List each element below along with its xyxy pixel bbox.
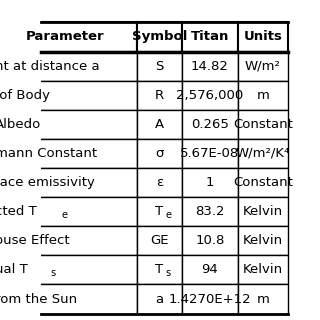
Bar	[182, 168, 238, 197]
Text: m: m	[256, 89, 269, 102]
Bar	[137, 81, 182, 110]
Text: Parameter: Parameter	[25, 30, 104, 44]
Bar	[137, 139, 182, 168]
Text: 94: 94	[201, 263, 218, 276]
Text: T: T	[156, 263, 164, 276]
Text: R: R	[155, 89, 164, 102]
Text: 0.265: 0.265	[191, 118, 229, 131]
Text: Kelvin: Kelvin	[243, 263, 283, 276]
Bar	[0, 110, 137, 139]
Text: Titan: Titan	[191, 30, 229, 44]
Text: Units: Units	[243, 30, 282, 44]
Text: nt at distance a: nt at distance a	[0, 60, 100, 73]
Text: 5.67E-08: 5.67E-08	[180, 147, 239, 160]
Bar	[0, 139, 137, 168]
Bar	[137, 197, 182, 226]
Text: 14.82: 14.82	[191, 60, 229, 73]
Text: GE: GE	[150, 234, 169, 247]
Bar	[182, 284, 238, 314]
Text: ouse Effect: ouse Effect	[0, 234, 69, 247]
Text: e: e	[165, 210, 171, 220]
Bar	[182, 255, 238, 284]
Text: e: e	[62, 210, 68, 220]
Bar	[0, 226, 137, 255]
Bar	[238, 284, 288, 314]
Text: 1: 1	[205, 176, 214, 189]
Bar	[137, 168, 182, 197]
Bar	[238, 22, 288, 52]
Bar	[0, 81, 137, 110]
Bar	[238, 255, 288, 284]
Bar	[182, 52, 238, 81]
Text: W/m²/K⁴: W/m²/K⁴	[236, 147, 290, 160]
Bar	[238, 168, 288, 197]
Text: ε: ε	[156, 176, 163, 189]
Text: mann Constant: mann Constant	[0, 147, 97, 160]
Bar	[137, 22, 182, 52]
Text: 83.2: 83.2	[195, 205, 225, 218]
Bar	[238, 139, 288, 168]
Text: T: T	[156, 205, 164, 218]
Bar	[182, 197, 238, 226]
Text: A: A	[155, 118, 164, 131]
Bar	[0, 284, 137, 314]
Bar	[137, 255, 182, 284]
Text: W/m²: W/m²	[245, 60, 281, 73]
Text: Symbol: Symbol	[132, 30, 187, 44]
Bar	[137, 110, 182, 139]
Bar	[182, 81, 238, 110]
Bar	[238, 81, 288, 110]
Bar	[0, 22, 137, 52]
Text: Kelvin: Kelvin	[243, 234, 283, 247]
Bar	[182, 139, 238, 168]
Text: of Body: of Body	[0, 89, 50, 102]
Bar	[137, 52, 182, 81]
Text: σ: σ	[155, 147, 164, 160]
Text: S: S	[155, 60, 164, 73]
Text: 10.8: 10.8	[195, 234, 224, 247]
Text: a: a	[156, 292, 164, 306]
Bar	[137, 284, 182, 314]
Bar	[137, 226, 182, 255]
Text: m: m	[256, 292, 269, 306]
Text: 1.4270E+12: 1.4270E+12	[168, 292, 251, 306]
Text: ual T: ual T	[0, 263, 28, 276]
Bar	[182, 110, 238, 139]
Text: s: s	[165, 268, 170, 278]
Bar	[238, 110, 288, 139]
Text: face emissivity: face emissivity	[0, 176, 95, 189]
Text: Constant: Constant	[233, 118, 293, 131]
Bar	[182, 226, 238, 255]
Bar	[0, 255, 137, 284]
Text: Kelvin: Kelvin	[243, 205, 283, 218]
Text: Constant: Constant	[233, 176, 293, 189]
Text: 2,576,000: 2,576,000	[176, 89, 244, 102]
Text: s: s	[51, 268, 56, 278]
Text: Albedo: Albedo	[0, 118, 41, 131]
Bar	[0, 52, 137, 81]
Bar	[0, 168, 137, 197]
Bar	[238, 52, 288, 81]
Bar	[238, 197, 288, 226]
Bar	[238, 226, 288, 255]
Text: cted T: cted T	[0, 205, 36, 218]
Text: rom the Sun: rom the Sun	[0, 292, 77, 306]
Bar	[182, 22, 238, 52]
Bar	[0, 197, 137, 226]
